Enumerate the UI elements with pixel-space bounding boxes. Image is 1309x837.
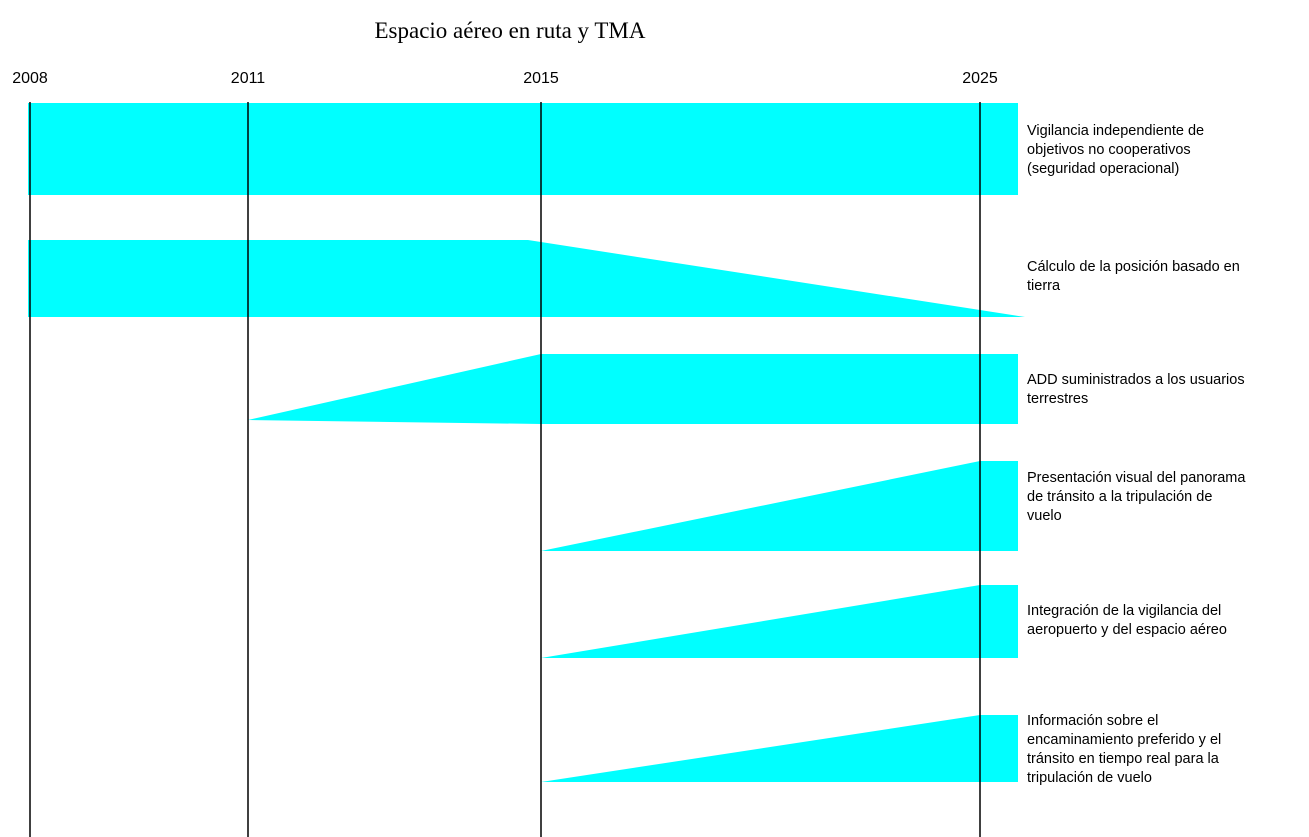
- year-label-2008: 2008: [12, 70, 48, 87]
- band-row-5: [541, 585, 1018, 658]
- diagram-title: Espacio aéreo en ruta y TMA: [374, 18, 646, 43]
- band-row-2: [28, 240, 1025, 317]
- row-label-5: Integración de la vigilancia del aeropue…: [1027, 603, 1227, 638]
- row-label-1: Vigilancia independiente de objetivos no…: [1027, 123, 1205, 177]
- row-label-4: Presentación visual del panorama de trán…: [1027, 470, 1246, 524]
- year-label-2011: 2011: [230, 70, 266, 87]
- year-label-2015: 2015: [523, 70, 559, 87]
- band-row-3: [248, 354, 1018, 424]
- year-label-2025: 2025: [962, 70, 998, 87]
- band-row-4: [541, 461, 1018, 551]
- row-label-3: ADD suministrados a los usuarios terrest…: [1027, 372, 1245, 407]
- row-label-6: Información sobre el encaminamiento pref…: [1027, 713, 1222, 786]
- band-row-6: [541, 715, 1018, 782]
- band-row-1: [28, 103, 1018, 195]
- row-label-2: Cálculo de la posición basado en tierra: [1027, 259, 1240, 294]
